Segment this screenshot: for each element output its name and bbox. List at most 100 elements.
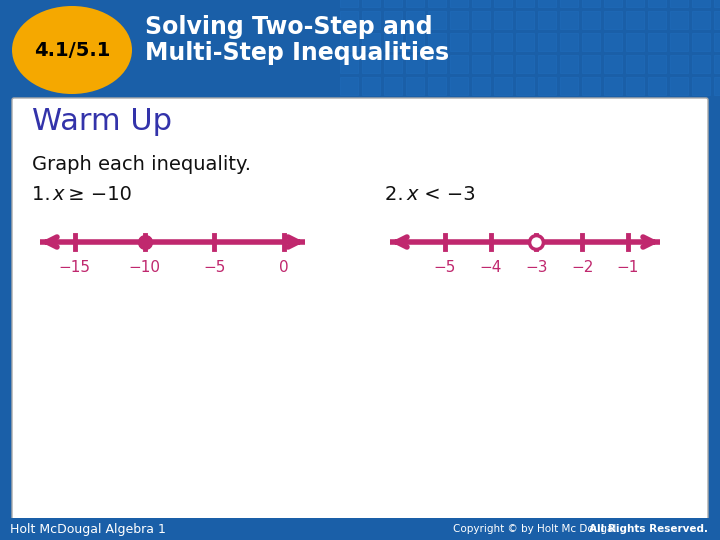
Bar [604,11,622,29]
Bar [692,33,710,51]
Bar [670,33,688,51]
Bar [362,77,380,95]
Bar [406,33,424,51]
Bar [472,0,490,7]
Bar [626,77,644,95]
Bar [472,77,490,95]
Bar [582,55,600,73]
Text: −1: −1 [617,260,639,275]
Text: −4: −4 [480,260,502,275]
Text: 1.: 1. [32,186,57,205]
Bar [384,11,402,29]
Bar [626,55,644,73]
Bar [384,0,402,7]
Bar [560,0,578,7]
Bar [494,77,512,95]
Bar [450,0,468,7]
Bar [384,55,402,73]
Bar [516,33,534,51]
Bar [0,518,720,540]
Text: Solving Two-Step and: Solving Two-Step and [145,15,433,39]
Bar [406,55,424,73]
Text: −3: −3 [525,260,548,275]
Bar [494,0,512,7]
Bar [340,55,358,73]
Text: −2: −2 [571,260,593,275]
Bar [428,77,446,95]
Bar [340,0,358,7]
Bar [538,33,556,51]
Bar [626,0,644,7]
Bar [494,55,512,73]
Text: −15: −15 [59,260,91,275]
Bar [670,0,688,7]
Bar [516,11,534,29]
Text: x: x [52,186,63,205]
Bar [670,77,688,95]
Text: Multi-Step Inequalities: Multi-Step Inequalities [145,41,449,65]
Bar [340,77,358,95]
Bar [428,55,446,73]
Bar [692,0,710,7]
Text: Holt McDougal Algebra 1: Holt McDougal Algebra 1 [10,523,166,536]
Text: −5: −5 [433,260,456,275]
Bar [362,55,380,73]
Bar [582,0,600,7]
Bar [428,0,446,7]
Ellipse shape [12,6,132,94]
Bar [472,33,490,51]
Bar [714,77,720,95]
Bar [560,11,578,29]
Bar [494,11,512,29]
Text: −5: −5 [203,260,225,275]
Text: ≥ −10: ≥ −10 [62,186,132,205]
Bar [340,11,358,29]
Bar [670,55,688,73]
Text: 4.1/5.1: 4.1/5.1 [34,40,110,59]
Text: 0: 0 [279,260,289,275]
Bar [428,11,446,29]
Bar [560,55,578,73]
Bar [648,0,666,7]
Bar [604,0,622,7]
Bar [472,55,490,73]
Bar [538,55,556,73]
Bar [494,33,512,51]
Bar [538,77,556,95]
Bar [406,77,424,95]
Text: Copyright © by Holt Mc Dougal.: Copyright © by Holt Mc Dougal. [453,524,623,534]
Bar [582,33,600,51]
Bar [516,77,534,95]
Bar [604,55,622,73]
Bar [560,33,578,51]
Bar [362,11,380,29]
Bar [670,11,688,29]
Bar [692,11,710,29]
Bar [692,77,710,95]
FancyBboxPatch shape [12,98,708,520]
Bar [362,33,380,51]
Bar [626,33,644,51]
Bar [714,33,720,51]
Bar [648,55,666,73]
Bar [626,11,644,29]
Bar [582,77,600,95]
Text: Graph each inequality.: Graph each inequality. [32,156,251,174]
Bar [516,55,534,73]
Bar [384,33,402,51]
Bar [406,11,424,29]
Bar [648,11,666,29]
Bar [450,55,468,73]
Text: < −3: < −3 [418,186,476,205]
Bar [340,33,358,51]
Bar [714,55,720,73]
Text: 2.: 2. [385,186,410,205]
Text: Warm Up: Warm Up [32,107,172,137]
Bar [648,77,666,95]
Text: All Rights Reserved.: All Rights Reserved. [589,524,708,534]
Bar [648,33,666,51]
Bar [714,11,720,29]
Text: x: x [407,186,418,205]
Bar [538,0,556,7]
Bar [362,0,380,7]
